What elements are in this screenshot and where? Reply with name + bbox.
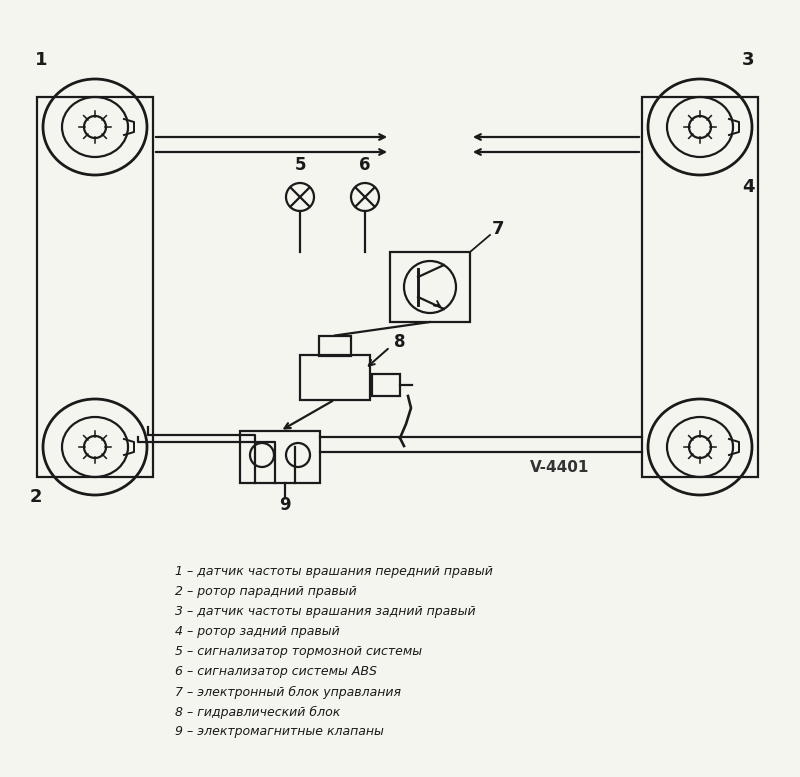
Text: 2 – ротор парадний правый: 2 – ротор парадний правый <box>175 586 357 598</box>
Text: 3 – датчик частоты врашания задний правый: 3 – датчик частоты врашания задний правы… <box>175 605 476 618</box>
Text: 2: 2 <box>30 488 42 506</box>
Text: 1 – датчик частоты врашания передний правый: 1 – датчик частоты врашания передний пра… <box>175 566 493 579</box>
Text: 6 – сигнализатор системы ABS: 6 – сигнализатор системы ABS <box>175 665 377 678</box>
Text: 9: 9 <box>279 496 291 514</box>
Bar <box>37 97 153 477</box>
Bar <box>372 374 400 396</box>
Text: V-4401: V-4401 <box>530 459 590 475</box>
Text: 4: 4 <box>742 178 754 196</box>
Text: 9 – электромагнитные клапаны: 9 – электромагнитные клапаны <box>175 726 384 738</box>
Text: 1: 1 <box>35 51 47 69</box>
Bar <box>300 354 370 399</box>
Text: 6: 6 <box>359 156 370 174</box>
Text: 5 – сигнализатор тормозной системы: 5 – сигнализатор тормозной системы <box>175 646 422 658</box>
Text: 4 – ротор задний правый: 4 – ротор задний правый <box>175 625 340 639</box>
Text: 3: 3 <box>742 51 754 69</box>
Text: 5: 5 <box>294 156 306 174</box>
Text: 8 – гидравлический блок: 8 – гидравлический блок <box>175 706 340 719</box>
Bar <box>319 336 351 356</box>
Text: 7: 7 <box>492 220 504 238</box>
Text: 7 – электронный блок управлания: 7 – электронный блок управлания <box>175 685 401 699</box>
Bar <box>390 252 470 322</box>
Bar <box>240 431 320 483</box>
Bar <box>642 97 758 477</box>
Text: 8: 8 <box>394 333 406 351</box>
